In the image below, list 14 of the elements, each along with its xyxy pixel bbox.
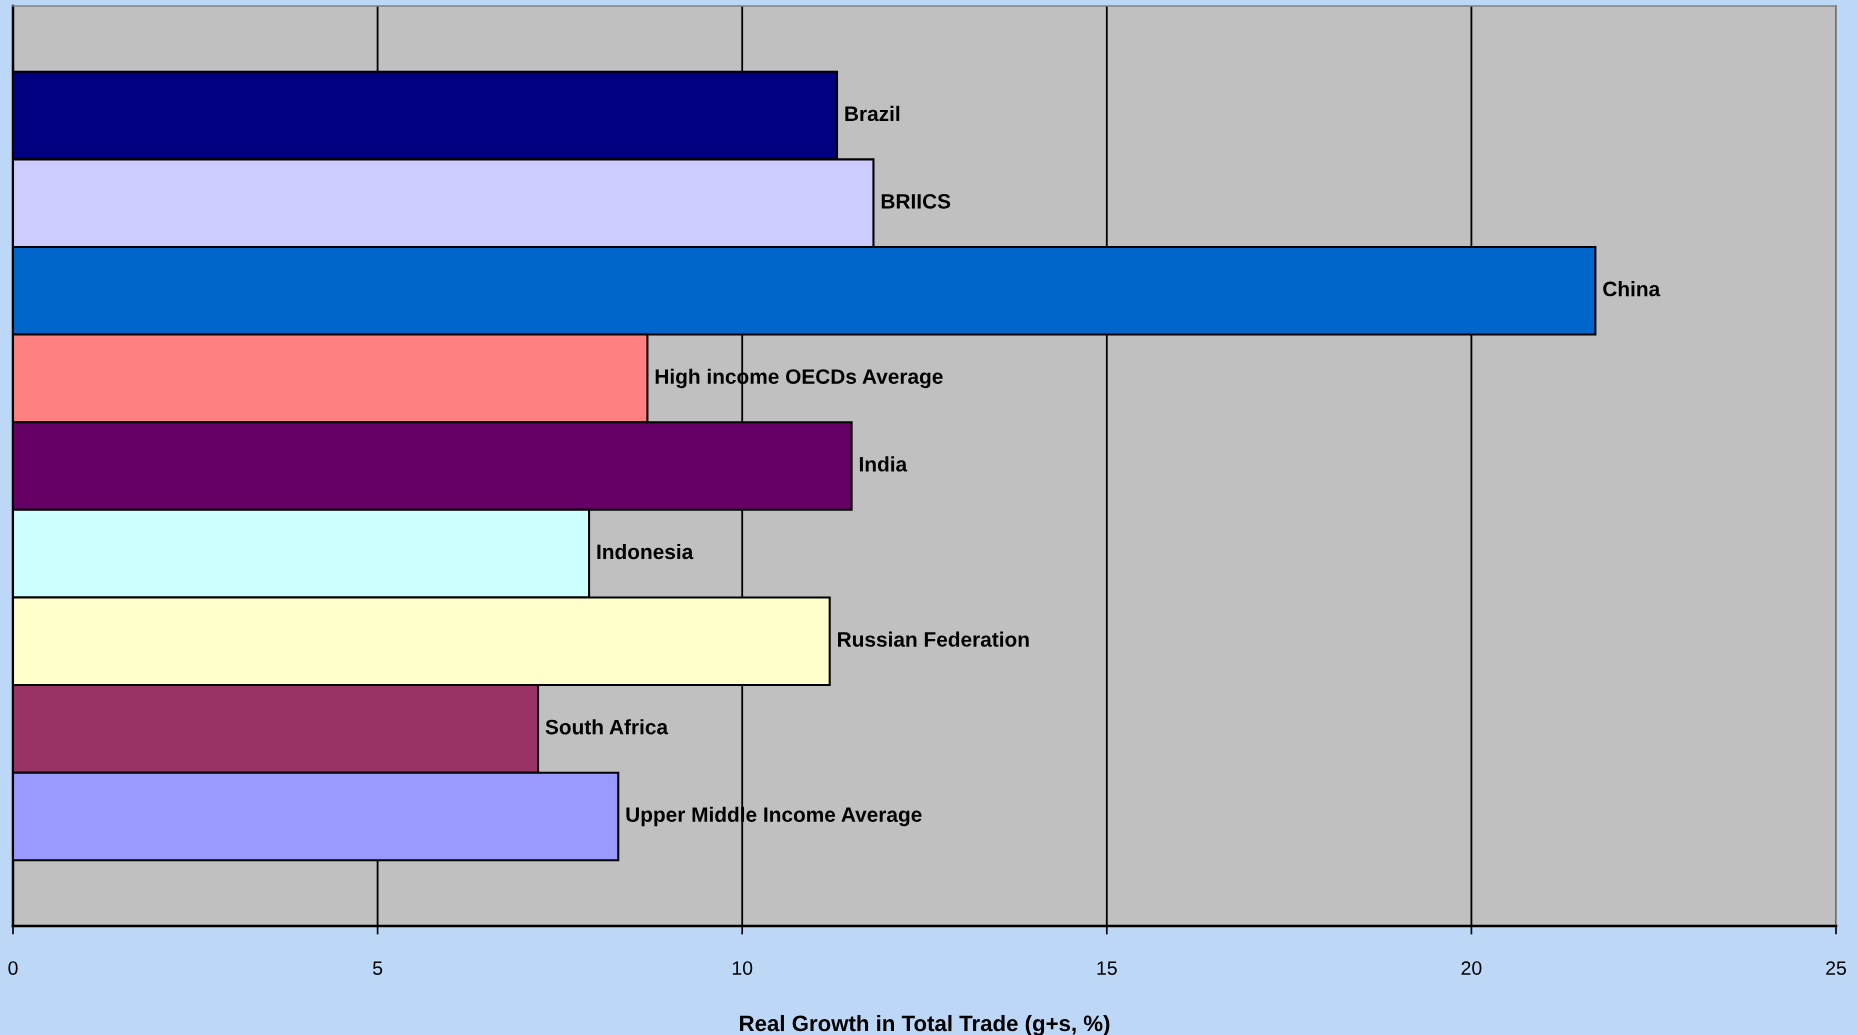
x-tick-label: 20	[1461, 961, 1482, 975]
y-tick-label: Russian Federation	[838, 631, 1029, 647]
x-tick-label: 25	[1826, 961, 1846, 975]
x-tick-label: 5	[372, 961, 383, 975]
x-tick-label: 10	[732, 961, 753, 975]
y-tick-label: BRIICS	[881, 193, 951, 209]
y-tick-label: India	[859, 456, 908, 472]
y-tick-label: China	[1603, 281, 1661, 297]
x-tick-label: 0	[8, 961, 18, 975]
y-tick-label: Brazil	[845, 105, 900, 122]
x-axis-title: Real Growth in Total Trade (g+s, %)	[740, 1014, 1110, 1035]
y-tick-label: Indonesia	[597, 543, 694, 560]
y-tick-label: South Africa	[545, 719, 669, 735]
x-tick-label: 15	[1097, 961, 1117, 975]
